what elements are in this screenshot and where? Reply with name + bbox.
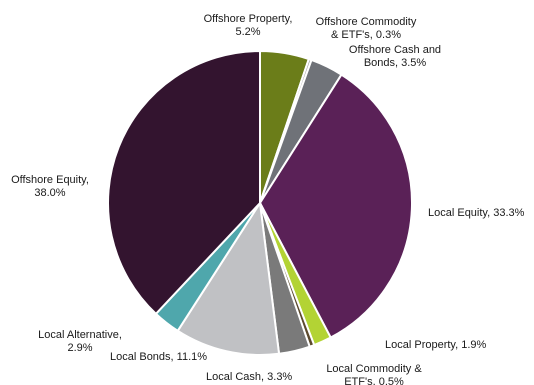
slice-label-line: Bonds, 3.5%: [364, 57, 427, 69]
slice-label-offshore-property: Offshore Property, 5.2%: [204, 13, 293, 38]
slice-label-line: ETF's, 0.5%: [344, 376, 404, 385]
slice-label-line: Local Commodity &: [326, 363, 422, 375]
slice-label-line: Offshore Cash and: [349, 44, 441, 56]
slice-label-line: Local Alternative,: [38, 329, 122, 341]
slice-labels: Offshore Property, 5.2% Offshore Commodity…: [11, 13, 525, 385]
slice-label-local-bonds: Local Bonds, 11.1%: [110, 351, 207, 363]
pie-slice-local-equity: [259, 73, 414, 339]
slice-label-line: Local Cash, 3.3%: [206, 371, 292, 383]
slice-label-local-property: Local Property, 1.9%: [385, 339, 487, 351]
slice-label-line: Local Equity, 33.3%: [428, 207, 525, 219]
slice-label-local-commodity-etf-s: Local Commodity & ETF's, 0.5%: [326, 363, 422, 385]
slice-label-line: & ETF's, 0.3%: [331, 29, 401, 41]
slice-label-line: 2.9%: [67, 342, 92, 354]
pie-slice-local-bonds: [176, 202, 281, 356]
slice-label-line: Offshore Property,: [204, 13, 293, 25]
slice-label-local-cash: Local Cash, 3.3%: [206, 371, 292, 383]
slice-label-offshore-equity: Offshore Equity, 38.0%: [11, 174, 89, 199]
slice-label-local-equity: Local Equity, 33.3%: [428, 207, 525, 219]
slice-label-local-alternative: Local Alternative, 2.9%: [38, 329, 122, 354]
slice-label-offshore-cash-and-bonds: Offshore Cash and Bonds, 3.5%: [349, 44, 441, 69]
slice-label-line: Local Bonds, 11.1%: [110, 351, 207, 363]
pie-slices: [107, 50, 414, 356]
slice-label-line: 38.0%: [34, 187, 65, 199]
pie-slice-offshore-equity: [107, 50, 261, 315]
slice-label-offshore-commodity-etf-s: Offshore Commodity & ETF's, 0.3%: [316, 16, 417, 41]
slice-label-line: Local Property, 1.9%: [385, 339, 487, 351]
slice-label-line: Offshore Equity,: [11, 174, 89, 186]
slice-label-line: 5.2%: [235, 26, 260, 38]
slice-label-line: Offshore Commodity: [316, 16, 417, 28]
